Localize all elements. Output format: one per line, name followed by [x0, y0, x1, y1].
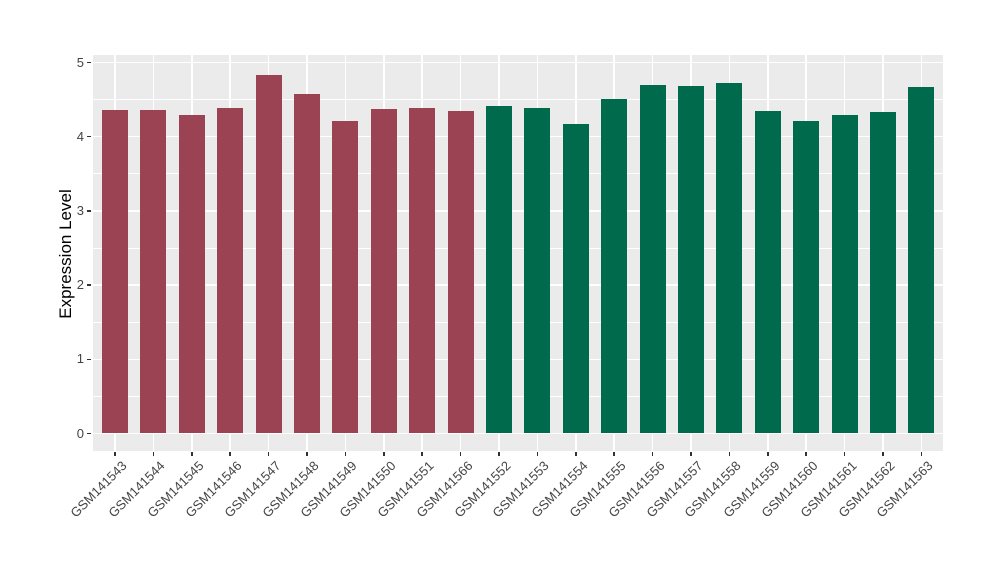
x-tick-mark — [575, 452, 577, 456]
x-tick-mark — [306, 452, 308, 456]
major-gridline-horizontal — [93, 432, 943, 435]
x-tick-mark — [536, 452, 539, 456]
y-tick-label: 5 — [76, 54, 84, 70]
x-tick-mark — [383, 452, 385, 456]
x-tick-mark — [767, 452, 769, 456]
y-tick-mark — [87, 210, 91, 212]
bar-GSM141563 — [908, 86, 935, 434]
x-tick-mark — [421, 452, 423, 456]
bar-GSM141558 — [716, 83, 743, 434]
x-tick-mark — [191, 452, 193, 456]
major-gridline-horizontal — [93, 135, 943, 138]
minor-gridline-horizontal — [93, 396, 943, 397]
x-tick-mark — [882, 452, 884, 456]
major-gridline-horizontal — [93, 210, 943, 212]
y-tick-label: 4 — [76, 128, 84, 144]
bar-GSM141566 — [447, 110, 474, 434]
bar-GSM141560 — [793, 121, 820, 434]
y-tick-mark — [87, 61, 91, 64]
bar-GSM141551 — [409, 107, 436, 434]
x-tick-mark — [651, 452, 654, 456]
x-tick-mark — [805, 452, 807, 456]
y-tick-mark — [87, 135, 91, 138]
bar-GSM141559 — [754, 110, 781, 434]
x-tick-mark — [728, 452, 731, 456]
bar-GSM141561 — [831, 115, 858, 434]
minor-gridline-horizontal — [93, 99, 943, 100]
bar-GSM141556 — [639, 84, 666, 434]
x-tick-mark — [229, 452, 231, 456]
x-tick-mark — [152, 452, 155, 456]
bar-GSM141550 — [370, 109, 397, 434]
y-tick-label: 0 — [76, 425, 84, 441]
bar-GSM141554 — [562, 124, 589, 434]
x-tick-mark — [114, 452, 116, 456]
bar-GSM141553 — [524, 107, 551, 434]
y-tick-label: 1 — [76, 351, 84, 367]
y-tick-mark — [87, 432, 91, 435]
x-tick-mark — [843, 452, 846, 456]
minor-gridline-horizontal — [93, 321, 943, 323]
bar-GSM141545 — [178, 115, 205, 434]
bar-GSM141549 — [332, 121, 359, 434]
bar-GSM141547 — [255, 75, 282, 434]
bar-GSM141544 — [140, 109, 167, 434]
bar-GSM141543 — [102, 109, 128, 434]
bar-GSM141546 — [217, 107, 244, 434]
minor-gridline-horizontal — [93, 247, 943, 249]
x-tick-mark — [344, 452, 347, 456]
y-tick-mark — [87, 284, 91, 286]
y-tick-label: 3 — [76, 202, 84, 218]
x-tick-mark — [459, 452, 462, 456]
x-tick-mark — [267, 452, 270, 456]
major-gridline-horizontal — [93, 358, 943, 361]
bar-GSM141548 — [294, 94, 320, 434]
minor-gridline-horizontal — [93, 173, 943, 175]
x-tick-mark — [690, 452, 692, 456]
x-tick-mark — [613, 452, 615, 456]
plot-panel — [93, 55, 943, 451]
bar-GSM141562 — [870, 112, 896, 434]
bar-GSM141555 — [601, 98, 628, 434]
y-tick-label: 2 — [76, 277, 84, 293]
major-gridline-horizontal — [93, 61, 943, 64]
bar-GSM141557 — [678, 86, 704, 434]
major-gridline-horizontal — [93, 284, 943, 286]
x-tick-mark — [498, 452, 500, 456]
bar-GSM141552 — [486, 106, 512, 434]
x-tick-mark — [920, 452, 923, 456]
y-tick-mark — [87, 358, 91, 361]
